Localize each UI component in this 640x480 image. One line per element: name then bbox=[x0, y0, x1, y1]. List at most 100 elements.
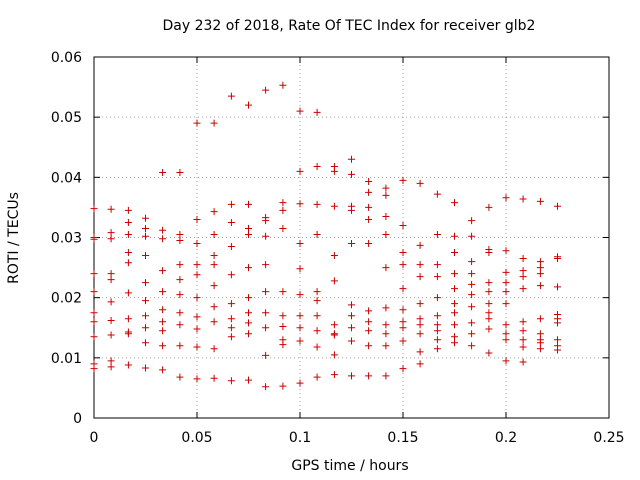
data-point bbox=[485, 249, 493, 257]
data-point bbox=[296, 200, 304, 208]
data-point bbox=[227, 333, 235, 341]
data-point bbox=[142, 232, 149, 240]
data-point bbox=[262, 309, 270, 317]
data-point bbox=[365, 327, 373, 335]
data-point bbox=[262, 261, 270, 269]
data-point bbox=[296, 379, 304, 387]
data-point bbox=[433, 327, 441, 335]
data-point bbox=[554, 346, 561, 354]
data-point bbox=[227, 218, 235, 226]
data-point bbox=[296, 265, 304, 273]
data-point bbox=[279, 382, 287, 390]
data-point bbox=[485, 309, 493, 317]
data-point bbox=[193, 313, 201, 321]
data-point bbox=[399, 324, 407, 332]
axis-ticks bbox=[93, 56, 610, 419]
data-point bbox=[107, 229, 115, 237]
data-point bbox=[159, 342, 167, 350]
data-point bbox=[348, 170, 355, 178]
data-point bbox=[433, 294, 441, 302]
data-point bbox=[227, 377, 235, 385]
data-point bbox=[279, 224, 287, 232]
data-point bbox=[519, 195, 527, 203]
y-tick-label: 0.01 bbox=[51, 351, 82, 367]
data-point bbox=[330, 321, 338, 329]
data-point bbox=[519, 358, 527, 366]
data-point bbox=[554, 283, 561, 291]
data-point bbox=[536, 315, 544, 323]
data-point bbox=[279, 341, 287, 349]
data-point bbox=[451, 270, 458, 278]
data-point bbox=[348, 206, 355, 214]
y-tick-label: 0 bbox=[73, 411, 82, 427]
data-point bbox=[296, 240, 304, 248]
data-point bbox=[348, 301, 355, 309]
data-point bbox=[227, 324, 235, 332]
data-point bbox=[313, 312, 321, 320]
data-point bbox=[313, 373, 321, 381]
data-point bbox=[124, 330, 132, 338]
data-point bbox=[313, 297, 321, 305]
data-point bbox=[382, 184, 390, 192]
grid bbox=[94, 57, 609, 418]
x-tick-label: 0.05 bbox=[181, 430, 212, 446]
data-point bbox=[519, 273, 527, 281]
data-point bbox=[433, 336, 441, 344]
data-point bbox=[142, 224, 149, 232]
data-point bbox=[416, 330, 424, 338]
data-point bbox=[193, 325, 201, 333]
data-point bbox=[210, 230, 218, 238]
data-point bbox=[245, 319, 252, 327]
data-point bbox=[554, 202, 561, 210]
data-point bbox=[330, 277, 338, 285]
data-point bbox=[468, 330, 476, 338]
data-point bbox=[416, 300, 424, 308]
data-point bbox=[382, 304, 390, 312]
data-point bbox=[502, 194, 510, 202]
data-point bbox=[451, 339, 458, 347]
data-point bbox=[433, 230, 441, 238]
data-point bbox=[210, 303, 218, 311]
data-point bbox=[193, 215, 201, 223]
data-point bbox=[90, 288, 98, 296]
data-point bbox=[107, 276, 115, 284]
data-point bbox=[365, 178, 373, 186]
x-tick-label: 0.2 bbox=[495, 430, 517, 446]
data-point bbox=[142, 364, 149, 372]
data-point bbox=[451, 321, 458, 329]
data-point bbox=[554, 319, 561, 327]
data-point bbox=[502, 336, 510, 344]
data-point bbox=[227, 200, 235, 208]
data-point bbox=[210, 119, 218, 127]
data-point bbox=[399, 318, 407, 326]
y-tick-label: 0.06 bbox=[51, 50, 82, 66]
data-point bbox=[365, 372, 373, 380]
plot-frame bbox=[93, 56, 610, 419]
data-point bbox=[227, 243, 235, 251]
data-point bbox=[451, 309, 458, 317]
y-tick-labels: 0 0.01 0.02 0.03 0.04 0.05 0.06 bbox=[51, 50, 82, 427]
data-points bbox=[90, 81, 561, 391]
data-point bbox=[313, 230, 321, 238]
x-tick-label: 0 bbox=[90, 430, 99, 446]
y-tick-label: 0.02 bbox=[51, 291, 82, 307]
data-point bbox=[296, 312, 304, 320]
data-point bbox=[519, 255, 527, 263]
data-point bbox=[399, 285, 407, 293]
data-point bbox=[142, 214, 149, 222]
data-point bbox=[210, 345, 218, 353]
x-tick-labels: 0 0.05 0.1 0.15 0.2 0.25 bbox=[90, 430, 625, 446]
data-point bbox=[365, 215, 373, 223]
data-point bbox=[193, 119, 201, 127]
data-point bbox=[124, 259, 132, 267]
data-point bbox=[227, 315, 235, 323]
data-point bbox=[382, 321, 390, 329]
data-point bbox=[279, 288, 287, 296]
data-point bbox=[382, 330, 390, 338]
data-point bbox=[536, 345, 544, 353]
x-tick-label: 0.15 bbox=[387, 430, 418, 446]
data-point bbox=[245, 330, 252, 338]
data-point bbox=[365, 342, 373, 350]
data-point bbox=[193, 294, 201, 302]
